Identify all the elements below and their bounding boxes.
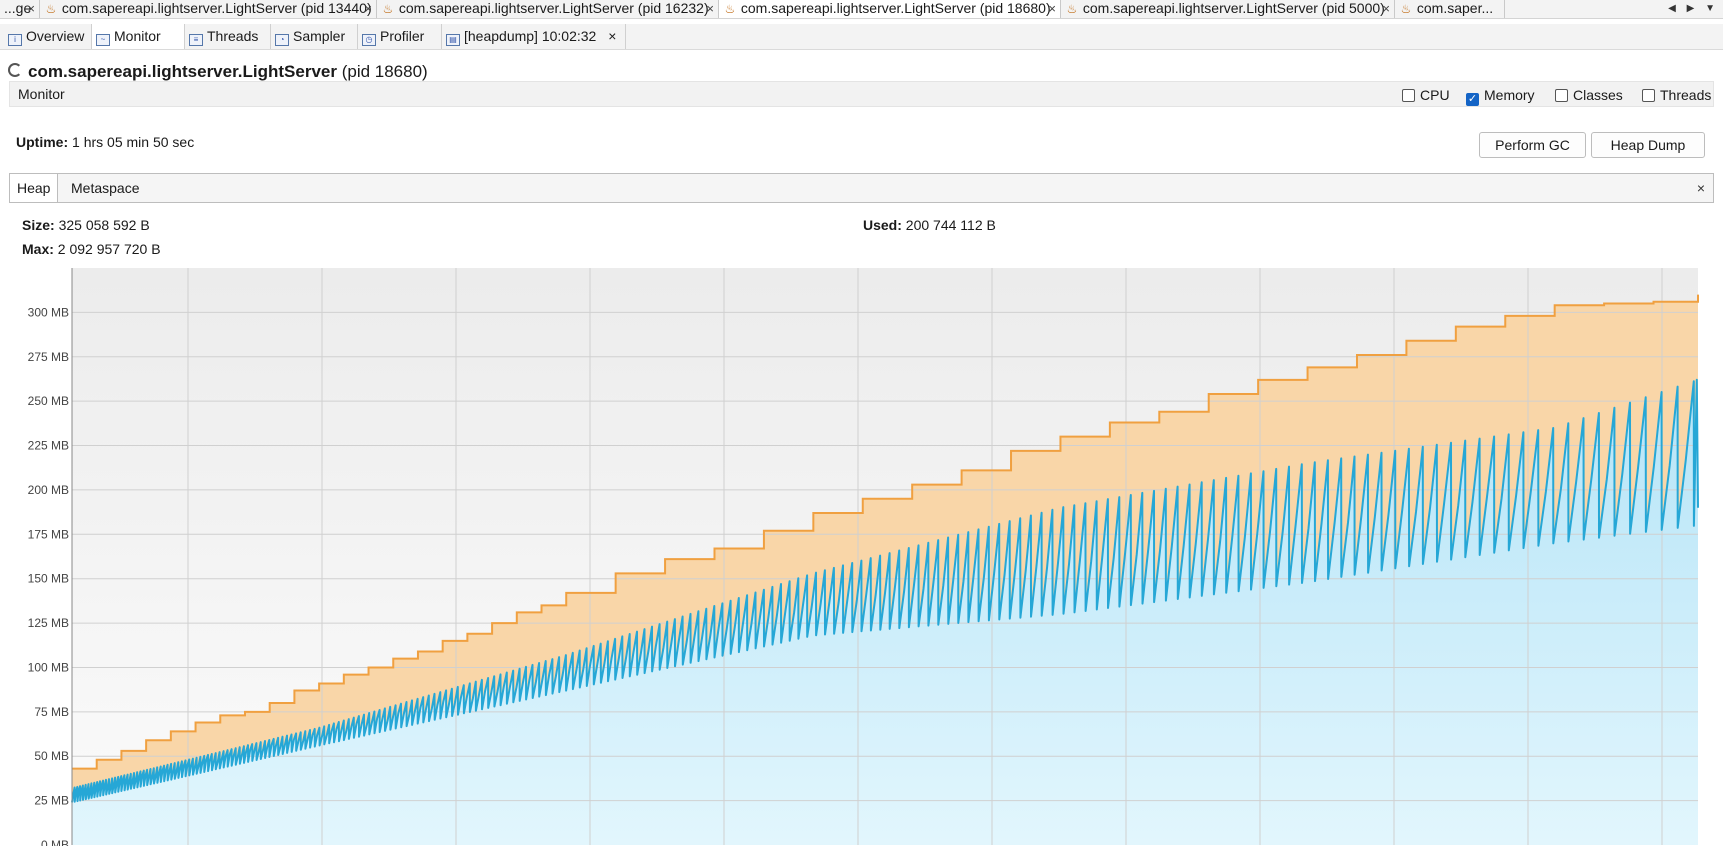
y-tick-label: 0 MB: [41, 838, 69, 846]
uptime-value: 1 hrs 05 min 50 sec: [72, 134, 195, 150]
monitor-label: Monitor: [18, 86, 65, 102]
tab-label: Overview: [26, 28, 85, 44]
process-name: com.sapereapi.lightserver.LightServer: [28, 62, 337, 81]
tab-heapdump[interactable]: ▤ [heapdump] 10:02:32 ×: [442, 24, 626, 49]
monitor-icon: ~: [96, 34, 110, 46]
memory-checkbox[interactable]: ✓ Memory: [1466, 87, 1535, 106]
checkbox-label: CPU: [1420, 87, 1450, 103]
y-tick-label: 225 MB: [28, 439, 69, 453]
checkbox-unchecked-icon: [1555, 89, 1568, 102]
process-tab-label: com.saper...: [1416, 0, 1494, 16]
y-tick-label: 150 MB: [28, 572, 69, 586]
tab-overview[interactable]: i Overview: [4, 24, 92, 49]
y-tick-label: 175 MB: [28, 527, 69, 541]
process-tab-label: com.sapereapi.lightserver.LightServer (p…: [61, 0, 372, 16]
process-tab-5000[interactable]: ♨ com.sapereapi.lightserver.LightServer …: [1061, 0, 1395, 18]
sampler-icon: ◔: [275, 34, 289, 46]
tab-monitor[interactable]: ~ Monitor: [92, 24, 185, 49]
y-tick-label: 125 MB: [28, 616, 69, 630]
threads-icon: ≡: [189, 34, 203, 46]
close-icon[interactable]: ×: [1382, 1, 1390, 16]
cpu-checkbox[interactable]: CPU: [1402, 87, 1450, 103]
uptime-readout: Uptime: 1 hrs 05 min 50 sec: [16, 134, 194, 150]
tab-metaspace[interactable]: Metaspace: [71, 180, 140, 196]
checkbox-label: Classes: [1573, 87, 1623, 103]
page-title: com.sapereapi.lightserver.LightServer (p…: [8, 61, 428, 83]
memory-tab-strip: Heap Metaspace ×: [9, 173, 1714, 203]
max-label: Max:: [22, 241, 54, 257]
process-tab-13440[interactable]: ♨ com.sapereapi.lightserver.LightServer …: [40, 0, 377, 18]
loading-icon: [8, 63, 22, 77]
process-tab-label: ...ge: [4, 0, 32, 16]
close-icon[interactable]: ×: [1048, 1, 1056, 16]
heap-used-readout: Used: 200 744 112 B: [863, 217, 996, 233]
y-tick-label: 25 MB: [34, 794, 69, 808]
tab-label: Sampler: [293, 28, 346, 44]
tab-label: Monitor: [114, 28, 161, 44]
process-tab-strip: ...ge × ♨ com.sapereapi.lightserver.Ligh…: [0, 0, 1723, 19]
classes-checkbox[interactable]: Classes: [1555, 87, 1623, 103]
y-tick-label: 75 MB: [34, 705, 69, 719]
checkbox-label: Threads: [1660, 87, 1712, 103]
tab-heap[interactable]: Heap: [10, 174, 59, 202]
y-tick-label: 100 MB: [28, 660, 69, 674]
heap-used-line: [71, 378, 1699, 803]
heap-dump-button[interactable]: Heap Dump: [1591, 132, 1705, 158]
y-tick-label: 200 MB: [28, 483, 69, 497]
tab-profiler[interactable]: ◷ Profiler: [358, 24, 442, 49]
process-tab-18680[interactable]: ♨ com.sapereapi.lightserver.LightServer …: [719, 0, 1061, 18]
profiler-icon: ◷: [362, 34, 376, 46]
heapdump-icon: ▤: [446, 34, 460, 46]
checkbox-unchecked-icon: [1642, 89, 1655, 102]
java-icon: ♨: [45, 2, 57, 16]
tab-scroll-controls[interactable]: ◀ ▶ ▼: [1668, 3, 1719, 14]
used-value: 200 744 112 B: [905, 217, 996, 233]
close-icon[interactable]: ×: [706, 1, 714, 16]
overview-icon: i: [8, 34, 22, 46]
heap-memory-chart: 0 MB 25 MB 50 MB 75 MB 100 MB 125 MB 150 MB 175…: [28, 268, 1699, 846]
view-tab-strip: i Overview ~ Monitor ≡ Threads ◔ Sampler ◷ Pr…: [0, 24, 1723, 50]
heap-size-line: [72, 294, 1699, 770]
y-tick-label: 300 MB: [28, 305, 69, 319]
java-icon: ♨: [724, 2, 736, 16]
checkbox-unchecked-icon: [1402, 89, 1415, 102]
size-value: 325 058 592 B: [58, 217, 150, 233]
tab-label: Profiler: [380, 28, 425, 44]
process-tab-label: com.sapereapi.lightserver.LightServer (p…: [1082, 0, 1385, 16]
tab-label: Threads: [207, 28, 259, 44]
y-tick-label: 275 MB: [28, 350, 69, 364]
heap-max-readout: Max: 2 092 957 720 B: [22, 241, 161, 257]
checkmark-icon: ✓: [1466, 93, 1479, 106]
checkbox-label: Memory: [1484, 87, 1535, 103]
process-tab-0[interactable]: ...ge ×: [0, 0, 40, 18]
tab-sampler[interactable]: ◔ Sampler: [271, 24, 358, 49]
threads-checkbox[interactable]: Threads: [1642, 87, 1711, 103]
process-tab-label: com.sapereapi.lightserver.LightServer (p…: [398, 0, 709, 16]
size-label: Size:: [22, 217, 55, 233]
heap-used-area: [72, 379, 1698, 845]
process-tab-16232[interactable]: ♨ com.sapereapi.lightserver.LightServer …: [377, 0, 719, 18]
java-icon: ♨: [1400, 2, 1412, 16]
y-tick-label: 50 MB: [34, 749, 69, 763]
perform-gc-button[interactable]: Perform GC: [1479, 132, 1586, 158]
close-icon[interactable]: ×: [27, 1, 35, 16]
java-icon: ♨: [1066, 2, 1078, 16]
uptime-label: Uptime:: [16, 134, 69, 150]
heap-size-readout: Size: 325 058 592 B: [22, 217, 150, 233]
close-icon[interactable]: ×: [364, 1, 372, 16]
used-label: Used:: [863, 217, 902, 233]
process-tab-overflow[interactable]: ♨ com.saper...: [1395, 0, 1505, 18]
max-value: 2 092 957 720 B: [57, 241, 161, 257]
close-icon[interactable]: ×: [1696, 180, 1705, 196]
java-icon: ♨: [382, 2, 394, 16]
monitor-header: Monitor CPU ✓ Memory Classes Threads: [9, 81, 1714, 107]
tab-label: [heapdump] 10:02:32: [464, 28, 597, 44]
process-tab-label: com.sapereapi.lightserver.LightServer (p…: [740, 0, 1051, 16]
y-tick-label: 250 MB: [28, 394, 69, 408]
tab-threads[interactable]: ≡ Threads: [185, 24, 271, 49]
process-pid: (pid 18680): [341, 62, 428, 81]
close-icon[interactable]: ×: [608, 28, 617, 44]
